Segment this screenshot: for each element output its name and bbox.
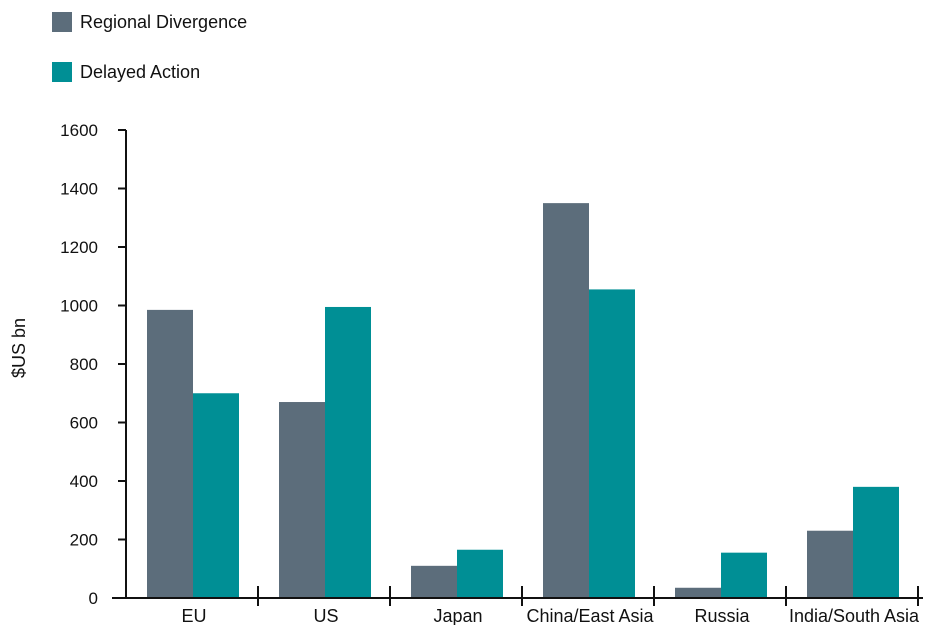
x-tick-label-2: Japan — [433, 606, 482, 625]
legend-label-0: Regional Divergence — [80, 12, 247, 32]
y-axis-label: $US bn — [9, 318, 29, 378]
bar-0-3 — [543, 203, 589, 598]
x-tick-label-1: US — [313, 606, 338, 625]
bar-0-4 — [675, 587, 721, 598]
legend-swatch-0 — [52, 12, 72, 32]
legend-swatch-1 — [52, 62, 72, 82]
bar-0-1 — [279, 402, 325, 598]
bar-0-2 — [411, 565, 457, 598]
bar-1-0 — [193, 393, 239, 598]
legend: Regional Divergence Delayed Action — [52, 12, 247, 82]
x-tick-label-3: China/East Asia — [526, 606, 654, 625]
axes: 0 200 400 600 800 1000 1200 1400 1600 EU US Japan Ch… — [60, 121, 923, 626]
y-tick-label-7: 1400 — [60, 180, 98, 199]
y-tick-label-0: 0 — [89, 589, 98, 608]
y-tick-label-6: 1200 — [60, 238, 98, 257]
legend-label-1: Delayed Action — [80, 62, 200, 82]
bar-1-2 — [457, 549, 503, 598]
y-tick-label-4: 800 — [70, 355, 98, 374]
x-tick-label-4: Russia — [694, 606, 750, 625]
bar-1-4 — [721, 552, 767, 598]
bar-0-0 — [147, 309, 193, 598]
bar-1-1 — [325, 306, 371, 598]
bars — [147, 203, 899, 598]
y-tick-label-1: 200 — [70, 531, 98, 550]
bar-1-3 — [589, 289, 635, 598]
y-tick-label-2: 400 — [70, 472, 98, 491]
bar-1-5 — [853, 486, 899, 598]
y-tick-label-8: 1600 — [60, 121, 98, 140]
x-tick-label-0: EU — [181, 606, 206, 625]
bar-0-5 — [807, 530, 853, 598]
x-tick-label-5: India/South Asia — [789, 606, 920, 625]
y-tick-label-5: 1000 — [60, 297, 98, 316]
y-tick-label-3: 600 — [70, 414, 98, 433]
